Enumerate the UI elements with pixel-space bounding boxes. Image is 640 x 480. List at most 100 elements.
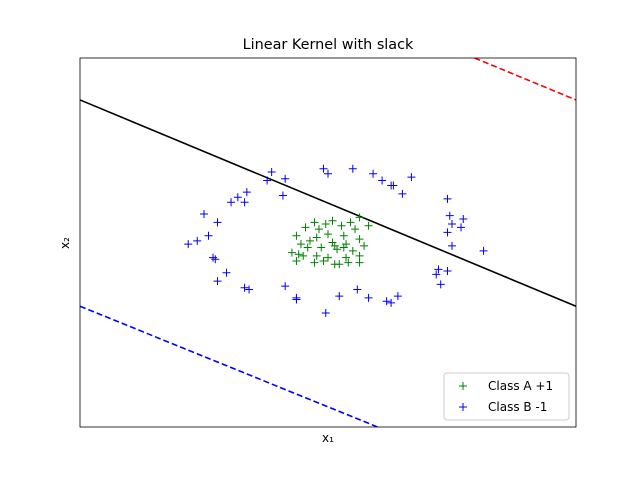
data-point [445, 211, 454, 220]
legend: Class A +1 Class B -1 [443, 372, 570, 421]
data-point [240, 283, 249, 292]
series-class-b [184, 164, 488, 317]
data-point [213, 277, 222, 286]
data-point [312, 251, 321, 260]
data-point [310, 218, 319, 227]
data-point [240, 198, 249, 207]
legend-box [443, 372, 570, 421]
data-point [292, 295, 301, 304]
data-point [233, 193, 242, 202]
legend-label: Class B -1 [488, 400, 547, 414]
data-point [407, 173, 416, 182]
data-point [443, 194, 452, 203]
data-point [287, 248, 296, 257]
data-point [278, 191, 287, 200]
data-point [294, 250, 303, 259]
data-point [351, 225, 360, 234]
data-point [353, 285, 362, 294]
line-decision-boundary [80, 99, 576, 307]
data-point [459, 215, 468, 224]
data-point [434, 265, 443, 274]
series-class-a [287, 213, 373, 269]
data-point [335, 292, 344, 301]
data-point [317, 243, 326, 252]
data-point [348, 246, 357, 255]
data-point [310, 258, 319, 267]
data-point [242, 188, 251, 197]
data-point [204, 231, 213, 240]
points-layer [184, 164, 488, 317]
data-point [328, 216, 337, 225]
data-point [333, 245, 342, 254]
data-point [314, 225, 323, 234]
data-point [193, 236, 202, 245]
data-point [346, 218, 355, 227]
data-point [324, 169, 332, 178]
data-point [448, 220, 456, 229]
y-axis-label: x₂ [58, 237, 72, 249]
data-point [321, 220, 330, 229]
data-point [382, 297, 391, 306]
data-point [443, 228, 452, 237]
data-point [355, 213, 364, 222]
data-point [348, 164, 357, 173]
data-point [344, 258, 353, 267]
plot-area-frame [79, 57, 577, 428]
data-point [355, 258, 364, 267]
data-point [387, 181, 396, 190]
data-point [387, 298, 396, 307]
data-point [443, 267, 452, 276]
data-point [281, 174, 290, 183]
data-point [184, 240, 193, 249]
data-point [324, 230, 332, 239]
data-point [200, 209, 208, 218]
data-point [335, 260, 344, 269]
line-margin [474, 58, 576, 101]
data-point [267, 168, 276, 177]
data-point [292, 256, 301, 265]
chart-title: Linear Kernel with slack [243, 37, 414, 53]
lines-layer [80, 58, 576, 427]
data-point [303, 243, 312, 252]
data-point [479, 246, 488, 255]
data-point [378, 176, 387, 185]
data-point [227, 198, 236, 207]
data-point [398, 189, 407, 198]
data-point [263, 176, 272, 185]
legend-marker [459, 403, 467, 411]
data-point [299, 251, 308, 260]
data-point [296, 240, 305, 249]
data-point [457, 223, 466, 232]
data-point [369, 169, 378, 178]
x-axis-label: x₁ [322, 431, 334, 445]
data-point [211, 255, 220, 264]
data-point [328, 238, 337, 247]
data-point [305, 236, 314, 245]
data-point [436, 280, 445, 289]
data-point [339, 243, 348, 252]
data-point [245, 285, 254, 294]
data-point [364, 293, 373, 302]
data-point [339, 231, 348, 240]
data-point [360, 241, 369, 250]
data-point [222, 268, 231, 277]
data-point [312, 233, 321, 242]
data-point [319, 256, 328, 265]
data-point [448, 241, 456, 250]
data-point [281, 282, 290, 291]
data-point [355, 235, 364, 244]
data-point [319, 164, 328, 173]
data-point [342, 253, 351, 262]
legend-label: Class A +1 [488, 379, 553, 393]
data-point [324, 253, 332, 262]
data-point [364, 221, 373, 230]
legend-marker [459, 382, 467, 390]
data-point [432, 270, 441, 279]
data-point [393, 292, 402, 301]
data-point [355, 251, 364, 260]
data-point [321, 308, 330, 317]
data-point [292, 231, 301, 240]
data-point [301, 223, 310, 232]
data-point [337, 221, 346, 230]
